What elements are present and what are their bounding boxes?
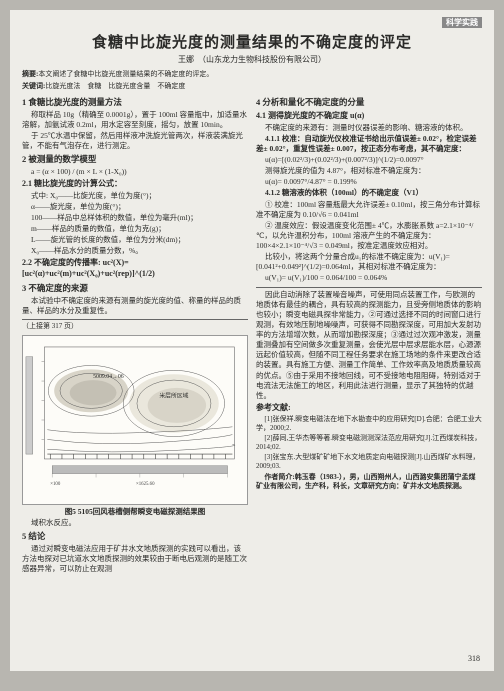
formula: u(α)=[(0.02²/3)+(0.02²/3)+(0.007²/3)]^(1…: [256, 155, 482, 165]
section-2-2: 2.2 不确定度的传播率: uc²(X)=[uc²(α)+uc²(m)+uc²(…: [22, 258, 248, 280]
para: L——旋光管的长度的数值，单位为分米(dm)；: [22, 235, 248, 245]
para: 100——样品中总样体积的数值，单位为毫升(ml)；: [22, 213, 248, 223]
para: 称取样品 10g（精确至 0.0001g），置于 100ml 容量瓶中，加适量水…: [22, 110, 248, 130]
formula: a = (α × 100) / (m × L × (1-X₀)): [22, 167, 248, 177]
figure-5-chart: 5009.04→06 米层所区域 ×100 ×1625.60: [22, 335, 248, 505]
page-number: 318: [468, 654, 480, 665]
keywords: 关键词:比旋光度法 食糖 比旋光度含量 不确定度: [22, 82, 482, 91]
author-bio: 作者简介:韩玉春（1983-），男，山西朔州人，山西潞安集团蒲宁孟煤矿业有限公司…: [256, 473, 482, 491]
para: 不确定度的来源有：测量时仪器误差的影响、糖溶液的体积。: [256, 123, 482, 133]
chart-label-2: 米层所区域: [159, 392, 188, 400]
svg-text:×100: ×100: [50, 482, 61, 487]
section-4: 4 分析和量化不确定度的分量: [256, 97, 482, 108]
reference-item: [2]薛同,王华杰等等著.瞬变电磁测测深法范应用研究[J].江西煤炭科技，201…: [256, 434, 482, 452]
para: X₀——样品水分的质量分数，%。: [22, 246, 248, 256]
formula: u(α)= 0.0097°/4.87° = 0.199%: [256, 177, 482, 187]
para: ① 校准：100ml 容量瓶最大允许误差± 0.10ml，按三角分布计算标准不确…: [256, 200, 482, 220]
para: 通过对瞬变电磁法应用于矿井水文地质探测的实践可以看出，该方法电探对已坑道水文地质…: [22, 544, 248, 574]
svg-text:×1625.60: ×1625.60: [136, 482, 155, 487]
reference-item: [3]张宝东.大型煤矿矿地下水文地质定向电磁探测[J].山西煤矿水料理，2009…: [256, 453, 482, 471]
paper-title: 食糖中比旋光度的测量结果的不确定度的评定: [22, 33, 482, 53]
para: 测得旋光度的值为 4.87°，相对标准不确定度为：: [256, 166, 482, 176]
para: 比较小，将这两个分量合成u₁的标准不确定度为：u(V₁)=[0.041²+0.0…: [256, 252, 482, 272]
section-3: 3 不确定度的来源: [22, 283, 248, 294]
left-column: 1 食糖比旋光度的测量方法 称取样品 10g（精确至 0.0001g），置于 1…: [22, 94, 248, 574]
para: ② 温度效应：假设温度变化范围± 4℃，水膨胀系数 a=2.1×10⁻⁴/℃，以…: [256, 221, 482, 251]
continuation-note: （上接第 317 页）: [22, 322, 248, 331]
category-tag: 科学实践: [22, 18, 482, 29]
figure-caption: 图5 5105回风巷槽侧帮瞬变电磁探测结果图: [22, 507, 248, 517]
para: 本试验中不确定度的来源有测量的旋光度的值、称量的样品的质量、样品的水分及重复性。: [22, 296, 248, 316]
section-4-1-2: 4.1.2 糖溶液的体积（100ml）的不确定度（V1）: [256, 188, 482, 198]
para: m——样品的质量的数值，单位为克(g)；: [22, 224, 248, 234]
para: 域积水反应。: [22, 518, 248, 528]
section-1: 1 食糖比旋光度的测量方法: [22, 97, 248, 108]
chart-label-1: 5009.04→06: [93, 374, 124, 380]
abstract: 摘要:本文阐述了食糖中比旋光度测量结果的不确定度的评定。: [22, 70, 482, 79]
section-4-1: 4.1 测得旋光度的不确定度 u(α): [256, 111, 482, 122]
references-label: 参考文献:: [256, 403, 482, 414]
section-5: 5 结论: [22, 531, 248, 542]
section-2: 2 被测量的数学模型: [22, 154, 248, 165]
author-line: 王娜 （山东龙力生物科技股份有限公司）: [22, 55, 482, 66]
reference-item: [1]张保祥.瞬变电磁法在地下水勘查中的应用研究[D].合肥：合肥工业大学，20…: [256, 415, 482, 433]
formula: u(V₁)= u(V₁)/100 = 0.064/100 = 0.064%: [256, 273, 482, 283]
para: α——旋光度，单位为度(°)；: [22, 202, 248, 212]
para: 于 25℃水温中保留，然后用样液冲洗旋光管两次，样液装满旋光管，不能有气泡存在，…: [22, 131, 248, 151]
section-4-1-1: 4.1.1 校准：自动旋光仪校准证书给出示值误差± 0.02°，检定误差差± 0…: [256, 134, 482, 154]
para: 式中: X₀——比旋光度，单位为度(°)；: [22, 191, 248, 201]
right-column: 4 分析和量化不确定度的分量 4.1 测得旋光度的不确定度 u(α) 不确定度的…: [256, 94, 482, 574]
continuation-para: 因此自动消除了装置噪音噪声，可使用同点装置工作，与欧测的地质体有最佳的耦合，具有…: [256, 290, 482, 401]
section-2-1: 2.1 糖比旋光度的计算公式：: [22, 179, 248, 190]
